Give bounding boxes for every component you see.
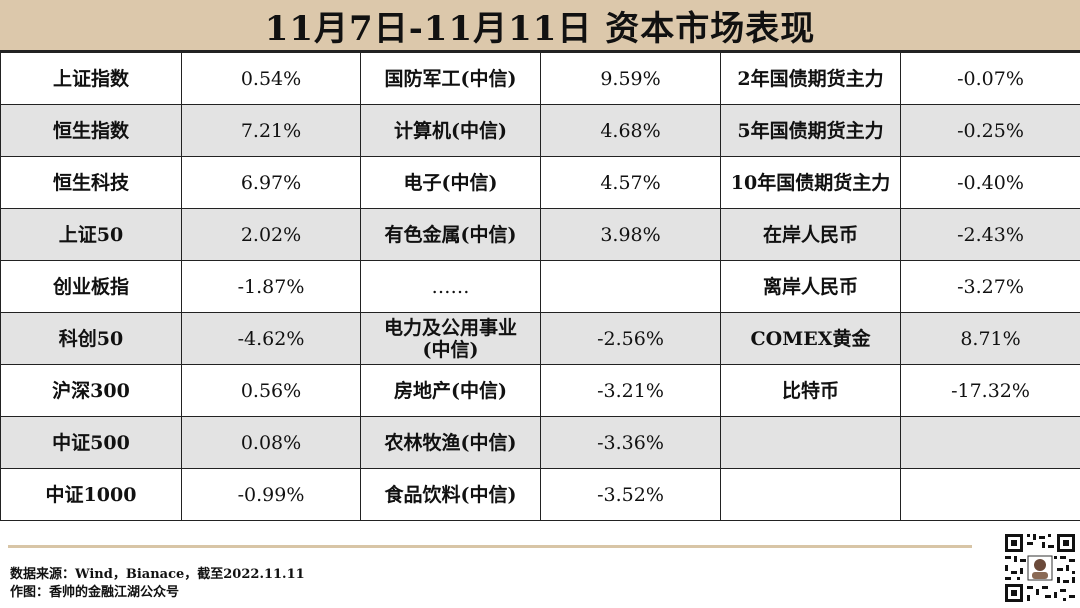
- table-row: 沪深300 0.56% 房地产(中信) -3.21% 比特币 -17.32%: [0, 364, 1080, 417]
- asset-name: 5年国债期货主力: [720, 104, 901, 157]
- asset-name: 2年国债期货主力: [720, 52, 901, 105]
- sector-change: 3.98%: [540, 208, 721, 261]
- index-change: 0.08%: [181, 416, 361, 469]
- sector-name: 房地产(中信): [360, 364, 541, 417]
- asset-change: -2.43%: [900, 208, 1080, 261]
- index-name: 创业板指: [0, 260, 182, 313]
- index-change: 0.54%: [181, 52, 361, 105]
- ellipsis-cell: ……: [360, 260, 541, 313]
- table-row: 恒生指数 7.21% 计算机(中信) 4.68% 5年国债期货主力 -0.25%: [0, 104, 1080, 157]
- index-name: 中证500: [0, 416, 182, 469]
- asset-change: 8.71%: [900, 312, 1080, 365]
- index-name: 恒生科技: [0, 156, 182, 209]
- index-change: 0.56%: [181, 364, 361, 417]
- index-change: -0.99%: [181, 468, 361, 521]
- sector-change: 9.59%: [540, 52, 721, 105]
- asset-name: [720, 468, 901, 521]
- sector-change: -3.52%: [540, 468, 721, 521]
- asset-change: -0.25%: [900, 104, 1080, 157]
- sector-change: 4.57%: [540, 156, 721, 209]
- asset-name: 10年国债期货主力: [720, 156, 901, 209]
- sector-name-line2: (中信): [422, 338, 479, 361]
- asset-change: -0.07%: [900, 52, 1080, 105]
- asset-change: -3.27%: [900, 260, 1080, 313]
- table-row: 中证500 0.08% 农林牧渔(中信) -3.36%: [0, 416, 1080, 469]
- asset-change: [900, 468, 1080, 521]
- sector-change: 4.68%: [540, 104, 721, 157]
- qr-code-icon: [1003, 532, 1077, 604]
- sector-name: 食品饮料(中信): [360, 468, 541, 521]
- sector-name: 电力及公用事业 (中信): [360, 312, 541, 365]
- sector-name: 电子(中信): [360, 156, 541, 209]
- index-name: 恒生指数: [0, 104, 182, 157]
- table-row: 恒生科技 6.97% 电子(中信) 4.57% 10年国债期货主力 -0.40%: [0, 156, 1080, 209]
- table-row: 中证1000 -0.99% 食品饮料(中信) -3.52%: [0, 468, 1080, 521]
- index-name: 沪深300: [0, 364, 182, 417]
- sector-name: 有色金属(中信): [360, 208, 541, 261]
- sector-name: 国防军工(中信): [360, 52, 541, 105]
- asset-name: [720, 416, 901, 469]
- asset-name: 在岸人民币: [720, 208, 901, 261]
- sector-name: 计算机(中信): [360, 104, 541, 157]
- asset-change: [900, 416, 1080, 469]
- table-row: 创业板指 -1.87% …… 离岸人民币 -3.27%: [0, 260, 1080, 313]
- sector-name-line1: 电力及公用事业: [383, 316, 517, 339]
- title-bar: 11月7日-11月11日 资本市场表现: [0, 0, 1080, 52]
- author-note: 作图：香帅的金融江湖公众号: [10, 585, 180, 600]
- page-title: 11月7日-11月11日 资本市场表现: [264, 8, 816, 49]
- asset-name: COMEX黄金: [720, 312, 901, 365]
- asset-name: 比特币: [720, 364, 901, 417]
- asset-name: 离岸人民币: [720, 260, 901, 313]
- asset-change: -0.40%: [900, 156, 1080, 209]
- index-change: -4.62%: [181, 312, 361, 365]
- sector-change: -3.36%: [540, 416, 721, 469]
- data-source-note: 数据来源：Wind，Bianace，截至2022.11.11: [10, 567, 305, 582]
- market-performance-table: 上证指数 0.54% 国防军工(中信) 9.59% 2年国债期货主力 -0.07…: [0, 52, 1080, 521]
- index-name: 科创50: [0, 312, 182, 365]
- index-name: 上证50: [0, 208, 182, 261]
- index-change: 2.02%: [181, 208, 361, 261]
- table-row: 科创50 -4.62% 电力及公用事业 (中信) -2.56% COMEX黄金 …: [0, 312, 1080, 365]
- table-row: 上证指数 0.54% 国防军工(中信) 9.59% 2年国债期货主力 -0.07…: [0, 52, 1080, 105]
- table-row: 上证50 2.02% 有色金属(中信) 3.98% 在岸人民币 -2.43%: [0, 208, 1080, 261]
- sector-name: 农林牧渔(中信): [360, 416, 541, 469]
- sector-change: [540, 260, 721, 313]
- sector-change: -3.21%: [540, 364, 721, 417]
- index-name: 中证1000: [0, 468, 182, 521]
- index-change: 6.97%: [181, 156, 361, 209]
- index-name: 上证指数: [0, 52, 182, 105]
- sector-change: -2.56%: [540, 312, 721, 365]
- footer-divider: [8, 545, 972, 548]
- index-change: -1.87%: [181, 260, 361, 313]
- footer: 数据来源：Wind，Bianace，截至2022.11.11 作图：香帅的金融江…: [10, 566, 305, 602]
- index-change: 7.21%: [181, 104, 361, 157]
- asset-change: -17.32%: [900, 364, 1080, 417]
